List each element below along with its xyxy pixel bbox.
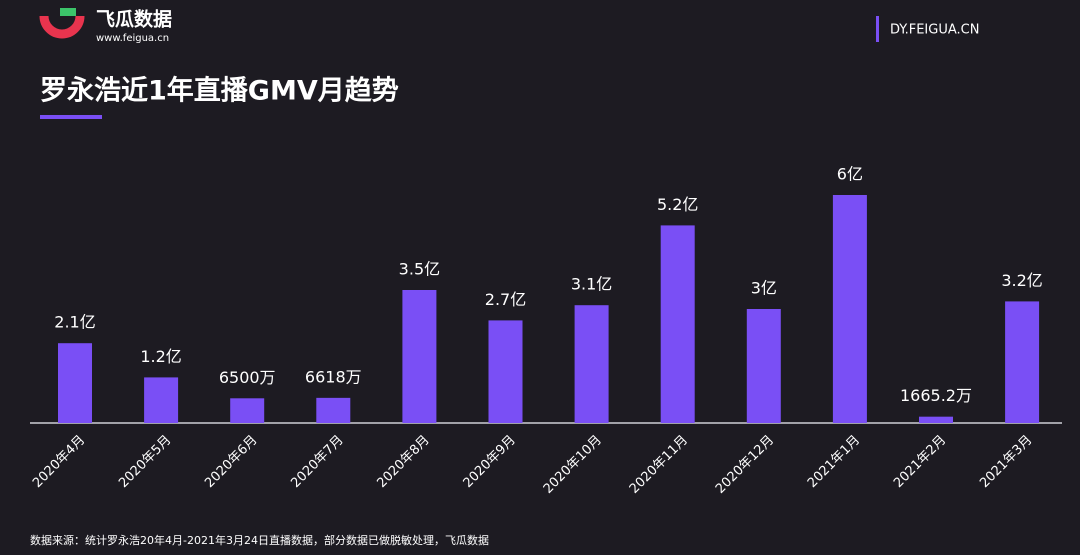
site: DY.FEIGUA.CN [890, 23, 979, 38]
bar [746, 309, 781, 423]
brand-url: www.feigua.cn [96, 33, 169, 44]
bar [230, 398, 265, 423]
bar [1005, 301, 1040, 423]
bar [832, 195, 867, 423]
chart-title: 罗永浩近1年直播GMV月趋势 [40, 75, 399, 107]
value-label: 2.1亿 [54, 313, 95, 332]
bar [316, 397, 351, 423]
value-label: 1.2亿 [140, 347, 181, 366]
logo [39, 8, 85, 39]
value-label: 3.5亿 [399, 260, 440, 279]
value-label: 6亿 [837, 165, 863, 184]
value-label: 1665.2万 [900, 386, 972, 405]
value-label: 5.2亿 [657, 195, 698, 214]
bar [919, 416, 953, 423]
bar [660, 225, 695, 423]
value-label: 3.2亿 [1001, 271, 1042, 290]
value-label: 3亿 [751, 279, 777, 298]
bar [574, 305, 609, 423]
footer-source: 数据来源：统计罗永浩20年4月-2021年3月24日直播数据，部分数据已做脱敏处… [30, 533, 489, 547]
value-label: 3.1亿 [571, 275, 612, 294]
brand: 飞瓜数据 [96, 8, 172, 31]
bar [402, 290, 437, 423]
value-label: 6618万 [305, 367, 362, 386]
bar [144, 377, 179, 423]
value-label: 6500万 [219, 368, 276, 387]
site-bar [876, 16, 879, 42]
title-underline [40, 115, 102, 119]
value-label: 2.7亿 [485, 290, 526, 309]
logo-leaf [60, 8, 76, 16]
bar [488, 320, 523, 423]
logo-arc [39, 15, 85, 39]
bar [58, 343, 92, 423]
